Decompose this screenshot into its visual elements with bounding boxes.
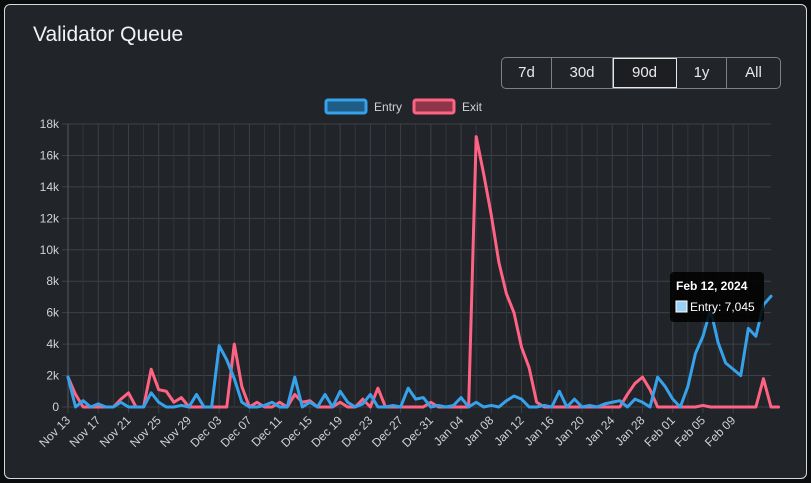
x-tick-label: Dec 31 [399,413,436,450]
y-tick-label: 8k [46,274,60,288]
legend-label-entry: Entry [374,100,402,114]
range-90d-button[interactable]: 90d [613,58,677,88]
x-tick-label: Jan 20 [552,413,588,449]
x-tick-label: Nov 25 [127,413,164,450]
x-tick-label: Nov 13 [36,413,73,450]
x-tick-label: Jan 12 [491,413,527,449]
legend-swatch-exit [412,98,456,115]
x-tick-label: Dec 19 [308,413,345,450]
x-tick-label: Dec 27 [369,413,406,450]
y-tick-label: 6k [46,306,60,320]
legend: Entry Exit [324,98,483,115]
legend-item-exit[interactable]: Exit [412,98,483,115]
x-tick-label: Jan 28 [612,413,648,449]
x-tick-label: Feb 01 [642,413,679,450]
y-tick-label: 10k [40,243,60,257]
tooltip-box [670,272,764,322]
range-1y-button[interactable]: 1y [677,58,727,88]
x-tick-label: Dec 11 [249,413,285,449]
x-tick-label: Feb 09 [702,413,739,450]
chart-title: Validator Queue [33,23,184,46]
y-tick-label: 2k [46,369,60,383]
x-tick-label: Dec 15 [278,413,315,450]
x-tick-label: Nov 17 [67,413,104,450]
range-all-button[interactable]: All [745,64,762,81]
tooltip: Feb 12, 2024 Entry: 7,045 [670,272,764,322]
y-axis: 0 2k 4k 6k 8k 10k 12k 14k 16k 18k [40,117,60,414]
x-tick-label: Jan 24 [582,413,618,449]
series-line-exit [66,135,781,409]
x-tick-label: Dec 03 [188,413,225,450]
series-line-entry [66,294,773,409]
x-tick-label: Jan 16 [522,413,558,449]
tooltip-swatch [675,300,688,313]
range-7d-button[interactable]: 7d [502,58,552,88]
range-30d-button[interactable]: 30d [552,58,613,88]
y-tick-label: 12k [40,211,60,225]
tooltip-title: Feb 12, 2024 [676,279,748,293]
series-lines [66,135,781,409]
grid-lines [62,123,771,413]
x-tick-label: Nov 29 [157,413,194,450]
time-range-selector: 7d 30d 90d 1y All [501,57,781,89]
x-tick-label: Jan 04 [431,413,467,449]
x-tick-label: Dec 07 [218,413,255,450]
y-tick-label: 4k [46,337,60,351]
x-tick-label: Dec 23 [339,413,376,450]
y-tick-label: 16k [40,148,60,162]
legend-label-exit: Exit [462,100,483,114]
tooltip-body: Entry: 7,045 [690,300,755,314]
y-tick-label: 14k [40,180,60,194]
legend-item-entry[interactable]: Entry [324,98,402,115]
x-tick-label: Nov 21 [97,413,134,450]
x-tick-label: Feb 05 [672,413,709,450]
y-tick-label: 18k [40,117,60,131]
legend-swatch-entry [324,98,368,115]
x-tick-label: Jan 08 [461,413,497,449]
y-tick-label: 0 [52,400,59,414]
